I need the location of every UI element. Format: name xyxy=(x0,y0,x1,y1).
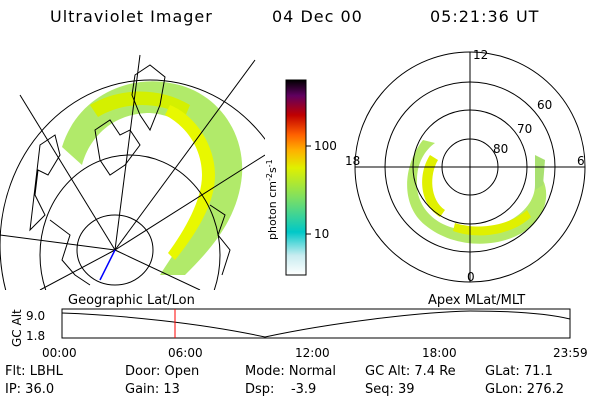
svg-text:photon cm-2s-1: photon cm-2s-1 xyxy=(265,159,279,240)
sun-vector xyxy=(99,249,116,281)
lat-circle-outer xyxy=(0,79,265,290)
strip-frame xyxy=(61,308,571,339)
status-seq: Seq: 39 xyxy=(365,382,415,397)
apex-coords-title: Apex MLat/MLT xyxy=(428,293,526,308)
coastline-eurasia-2 xyxy=(49,219,91,286)
colorbar-tick-100: 100 xyxy=(314,139,337,153)
polar-plot: 12 18 6 0 60 70 80 xyxy=(345,48,586,284)
y-tick-1-8: 1.8 xyxy=(26,329,45,343)
status-gc-alt: GC Alt: 7.4 Re xyxy=(365,364,456,379)
status-door: Door: Open xyxy=(125,364,200,379)
status-dsp: Dsp: -3.9 xyxy=(245,382,317,397)
time-label: 05:21:36 UT xyxy=(430,7,540,26)
lat-label-60: 60 xyxy=(537,98,552,112)
altitude-curve xyxy=(61,310,571,338)
colorbar: 100 10 xyxy=(285,79,337,276)
coastline-canada xyxy=(94,119,141,176)
coastline-eurasia xyxy=(29,134,61,232)
date-label: 04 Dec 00 xyxy=(272,7,363,26)
status-mode: Mode: Normal xyxy=(245,364,336,379)
status-gain: Gain: 13 xyxy=(125,382,180,397)
status-glon: GLon: 276.2 xyxy=(485,382,565,397)
status-glat: GLat: 71.1 xyxy=(485,364,553,379)
colorbar-unit-sup1: -2 xyxy=(265,173,274,181)
x-tick-1200: 12:00 xyxy=(295,346,330,360)
lat-circle-inner xyxy=(76,214,154,286)
colorbar-tick-10: 10 xyxy=(314,227,329,241)
instrument-title: Ultraviolet Imager xyxy=(50,7,213,26)
mlt-label-0: 0 xyxy=(467,270,475,284)
colorbar-unit-s: s xyxy=(266,167,279,173)
geo-coords-title: Geographic Lat/Lon xyxy=(68,293,195,308)
auroral-oval-geo xyxy=(62,81,243,275)
mlt-label-6: 6 xyxy=(577,154,585,168)
x-tick-1800: 18:00 xyxy=(422,346,457,360)
colorbar-gradient xyxy=(285,79,307,276)
colorbar-units: photon cm-2s-1 xyxy=(265,159,279,240)
coastline-greenland xyxy=(131,64,166,132)
colorbar-unit-sup2: -1 xyxy=(265,159,274,167)
altitude-strip: GC Alt 9.0 1.8 00:00 06:00 12:00 18:00 2… xyxy=(10,308,588,360)
lat-label-70: 70 xyxy=(517,122,532,136)
y-tick-9: 9.0 xyxy=(26,309,45,323)
gc-alt-axis-label: GC Alt xyxy=(10,309,24,347)
geographic-map xyxy=(0,54,265,290)
mlt-label-18: 18 xyxy=(345,154,360,168)
x-tick-0000: 00:00 xyxy=(42,346,77,360)
lat-label-80: 80 xyxy=(493,142,508,156)
colorbar-unit-base: photon cm xyxy=(266,181,279,240)
lat-circle-mid xyxy=(39,154,221,290)
auroral-oval-polar xyxy=(407,140,547,244)
mlt-label-12: 12 xyxy=(473,48,488,62)
status-ip: IP: 36.0 xyxy=(5,382,55,397)
status-filter: Flt: LBHL xyxy=(5,364,63,379)
x-tick-2359: 23:59 xyxy=(553,346,588,360)
x-tick-0600: 06:00 xyxy=(168,346,203,360)
coastline-america xyxy=(209,204,231,276)
